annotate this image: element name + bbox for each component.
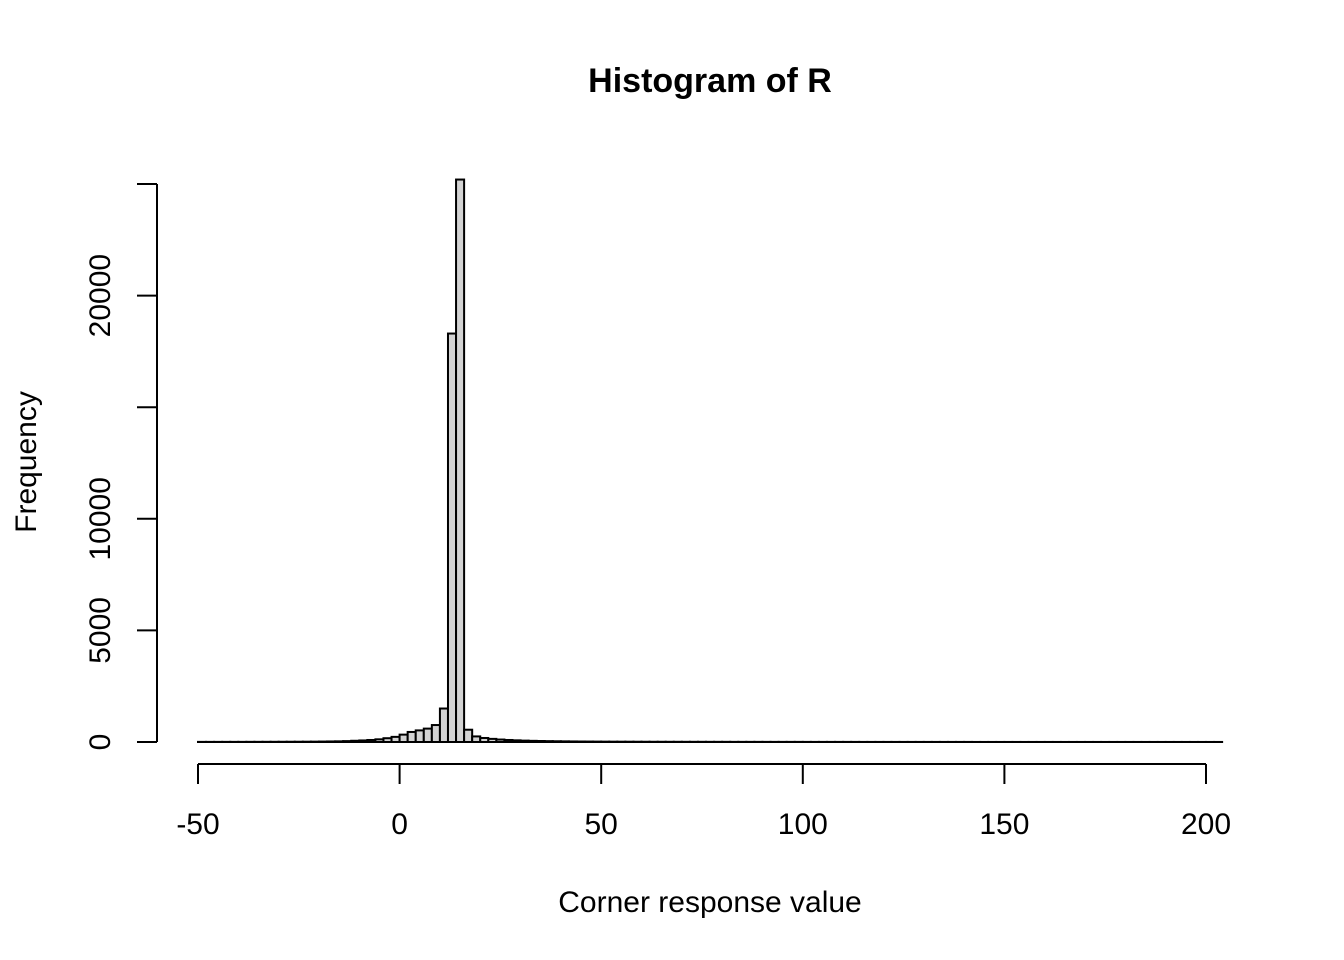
histogram-bar [559, 740, 570, 743]
histogram-bar [463, 728, 474, 743]
histogram-bar [390, 735, 401, 743]
histogram-bar [511, 739, 522, 744]
histogram-bar [430, 724, 441, 743]
chart-title: Histogram of R [588, 62, 832, 100]
histogram-bar [535, 740, 546, 743]
histogram-bar [398, 733, 409, 744]
histogram-bar [366, 738, 377, 743]
histogram-bar [358, 739, 369, 744]
histogram-bars [197, 178, 1224, 744]
histogram-bar [422, 727, 433, 743]
x-tick-label: 100 [778, 808, 828, 841]
histogram-bar [438, 707, 449, 744]
y-tick-label: 0 [84, 734, 117, 751]
x-axis-label: Corner response value [558, 886, 862, 919]
y-tick-label: 10000 [84, 477, 117, 560]
histogram-bar [414, 729, 425, 744]
histogram-bar [543, 740, 554, 744]
histogram-bar [471, 735, 482, 743]
x-tick-label: 50 [585, 808, 618, 841]
y-axis-label: Frequency [10, 391, 43, 533]
histogram-bar [551, 740, 562, 744]
histogram-bar [503, 738, 514, 743]
y-tick-label: 5000 [84, 597, 117, 664]
histogram-bar [487, 737, 498, 744]
histogram-bar [406, 730, 417, 744]
x-tick-label: -50 [176, 808, 219, 841]
histogram-bar [334, 740, 345, 744]
histogram-bar [326, 740, 337, 744]
histogram-bar [479, 736, 490, 743]
x-tick-label: 0 [391, 808, 408, 841]
y-axis: 0 5000 10000 20000 [84, 183, 158, 751]
histogram-bar [350, 739, 361, 744]
histogram-bar [446, 332, 458, 743]
histogram-bar [495, 738, 506, 743]
histogram-bar [382, 737, 393, 744]
histogram-bar [519, 739, 530, 743]
y-tick-label: 20000 [84, 254, 117, 337]
histogram-bar [455, 178, 466, 744]
histogram-bar [342, 740, 353, 743]
x-axis: -50 0 50 100 150 200 [176, 763, 1231, 841]
x-tick-label: 200 [1181, 808, 1231, 841]
histogram-bar [567, 740, 579, 744]
histogram-bar [374, 738, 385, 744]
x-tick-label: 150 [979, 808, 1029, 841]
histogram-bar [527, 739, 538, 744]
